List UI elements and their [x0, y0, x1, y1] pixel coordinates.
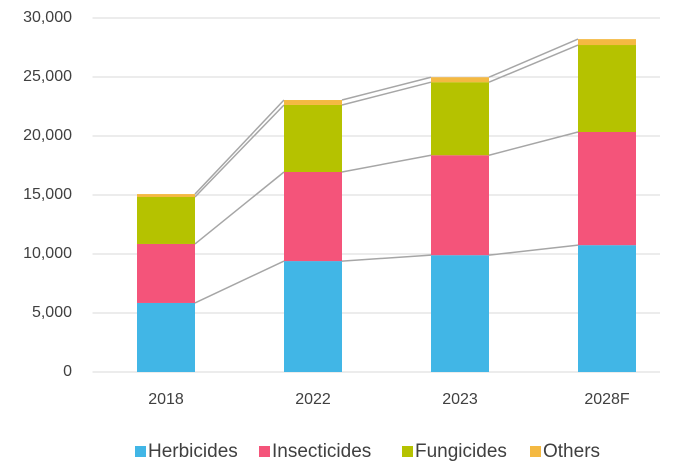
legend-label: Fungicides — [415, 441, 507, 462]
legend-label: Insecticides — [272, 441, 371, 462]
y-tick-label: 25,000 — [23, 68, 72, 85]
series-line — [341, 154, 432, 173]
series-line — [194, 99, 285, 195]
bar-segment — [137, 243, 195, 303]
x-tick-label: 2028F — [584, 391, 630, 408]
series-line — [194, 104, 285, 198]
series-line — [341, 76, 432, 101]
bar-segment — [284, 261, 342, 372]
bar-segment — [284, 104, 342, 172]
bar-segment — [431, 155, 489, 256]
bar-segment — [284, 100, 342, 105]
bar-segment — [578, 131, 636, 246]
series-line — [488, 38, 579, 78]
x-tick-label: 2023 — [442, 391, 478, 408]
x-tick-label: 2022 — [295, 391, 331, 408]
bar-segment — [431, 82, 489, 156]
y-tick-label: 15,000 — [23, 186, 72, 203]
bar-segment — [578, 45, 636, 132]
series-line — [488, 244, 579, 256]
series-line — [194, 260, 285, 304]
legend-label: Others — [543, 441, 600, 462]
bar-segment — [578, 245, 636, 372]
bar-segment — [137, 194, 195, 198]
legend-label: Herbicides — [148, 441, 238, 462]
y-tick-label: 20,000 — [23, 127, 72, 144]
y-tick-label: 10,000 — [23, 245, 72, 262]
legend-swatch — [135, 446, 146, 457]
y-tick-label: 0 — [63, 363, 72, 380]
bar-segment — [431, 77, 489, 83]
series-line — [488, 131, 579, 156]
legend-swatch — [530, 446, 541, 457]
bar-segment — [137, 302, 195, 372]
bar-segment — [431, 255, 489, 372]
bar-segment — [137, 197, 195, 244]
series-line — [341, 81, 432, 106]
x-tick-label: 2018 — [148, 391, 184, 408]
series-line — [341, 254, 432, 262]
bar-segment — [578, 39, 636, 46]
legend-swatch — [259, 446, 270, 457]
bar-segment — [284, 171, 342, 262]
series-line — [194, 171, 285, 245]
series-line — [488, 44, 579, 83]
legend-swatch — [402, 446, 413, 457]
y-tick-label: 5,000 — [32, 304, 72, 321]
y-tick-label: 30,000 — [23, 9, 72, 26]
